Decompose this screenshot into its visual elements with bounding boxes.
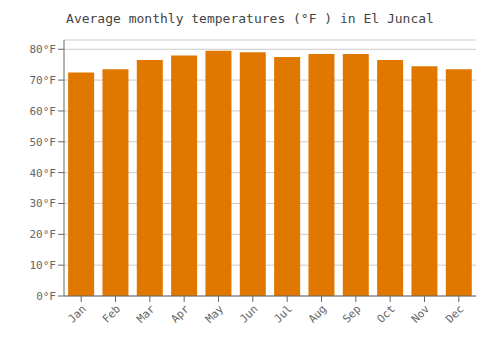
svg-text:10°F: 10°F	[30, 259, 57, 272]
svg-text:Dec: Dec	[443, 302, 466, 325]
svg-text:20°F: 20°F	[30, 228, 57, 241]
svg-text:Sep: Sep	[340, 302, 363, 325]
svg-text:Jan: Jan	[66, 302, 89, 325]
svg-text:Apr: Apr	[169, 302, 193, 326]
svg-text:Aug: Aug	[306, 302, 329, 325]
svg-text:80°F: 80°F	[30, 43, 57, 56]
html-text:Average monthly temperatures (: Average monthly temperatures (°F ) in El…	[66, 11, 434, 26]
svg-text:50°F: 50°F	[30, 136, 57, 149]
svg-text:0°F: 0°F	[36, 290, 56, 303]
svg-text:Mar: Mar	[134, 302, 158, 326]
svg-text:Oct: Oct	[375, 302, 398, 325]
svg-text:40°F: 40°F	[30, 167, 57, 180]
svg-text:30°F: 30°F	[30, 197, 57, 210]
svg-text:70°F: 70°F	[30, 74, 57, 87]
svg-text:Feb: Feb	[100, 302, 123, 325]
svg-text:Jun: Jun	[237, 302, 260, 325]
svg-text:60°F: 60°F	[30, 105, 57, 118]
svg-text:May: May	[203, 302, 227, 326]
svg-text:Jul: Jul	[272, 302, 295, 325]
svg-text:Nov: Nov	[409, 302, 433, 326]
